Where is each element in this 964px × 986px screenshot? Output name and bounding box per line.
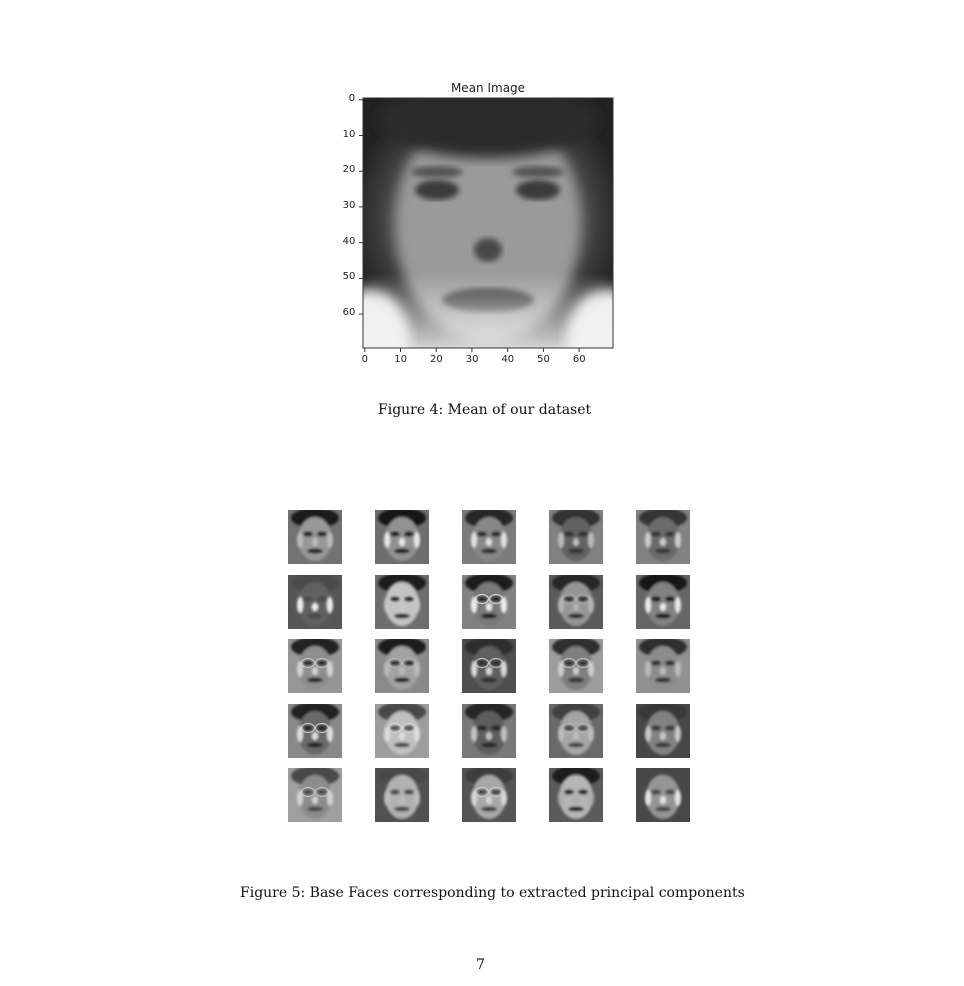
base-face-tile bbox=[288, 766, 342, 822]
plot-frame bbox=[362, 97, 614, 349]
base-face-tile bbox=[288, 573, 342, 629]
base-face-tile bbox=[462, 766, 516, 822]
mean-image-title: Mean Image bbox=[450, 81, 526, 95]
base-face-tile bbox=[375, 637, 429, 693]
base-face-tile bbox=[462, 573, 516, 629]
figure-5-caption: Figure 5: Base Faces corresponding to ex… bbox=[240, 885, 745, 901]
base-face-tile bbox=[636, 508, 690, 564]
x-tick-label: 40 bbox=[501, 354, 515, 365]
x-tick-label: 60 bbox=[572, 354, 586, 365]
base-face-tile bbox=[636, 573, 690, 629]
base-face-tile bbox=[375, 766, 429, 822]
base-face-tile bbox=[288, 637, 342, 693]
base-face-tile bbox=[462, 637, 516, 693]
base-face-tile bbox=[288, 702, 342, 758]
base-face-tile bbox=[636, 702, 690, 758]
x-tick-label: 20 bbox=[430, 354, 443, 365]
x-tick-label: 50 bbox=[537, 354, 550, 365]
x-tick-label: 30 bbox=[465, 354, 479, 365]
x-tick-label: 0 bbox=[361, 354, 369, 365]
base-face-tile bbox=[549, 702, 603, 758]
base-face-tile bbox=[636, 637, 690, 693]
base-face-tile bbox=[375, 702, 429, 758]
base-face-tile bbox=[636, 766, 690, 822]
page-number: 7 bbox=[476, 957, 485, 973]
y-tick-label: 10 bbox=[342, 128, 356, 140]
base-face-tile bbox=[462, 702, 516, 758]
mean-face-image bbox=[363, 98, 613, 348]
y-tick-label: 60 bbox=[342, 307, 356, 319]
axis-ticks bbox=[359, 99, 580, 352]
base-face-tile bbox=[549, 766, 603, 822]
figure-4-caption: Figure 4: Mean of our dataset bbox=[378, 402, 592, 418]
base-face-tile bbox=[549, 508, 603, 564]
y-tick-label: 40 bbox=[342, 235, 356, 247]
base-face-tile bbox=[375, 573, 429, 629]
base-face-tile bbox=[375, 508, 429, 564]
y-tick-label: 20 bbox=[342, 164, 356, 176]
y-tick-label: 0 bbox=[348, 92, 356, 104]
x-tick-label: 10 bbox=[394, 354, 408, 365]
base-face-tile bbox=[288, 508, 342, 564]
base-face-tile bbox=[549, 637, 603, 693]
y-tick-label: 50 bbox=[342, 271, 356, 283]
mean-image-plot bbox=[359, 97, 614, 352]
base-face-tile bbox=[549, 573, 603, 629]
y-tick-label: 30 bbox=[342, 199, 356, 211]
base-face-tile bbox=[462, 508, 516, 564]
